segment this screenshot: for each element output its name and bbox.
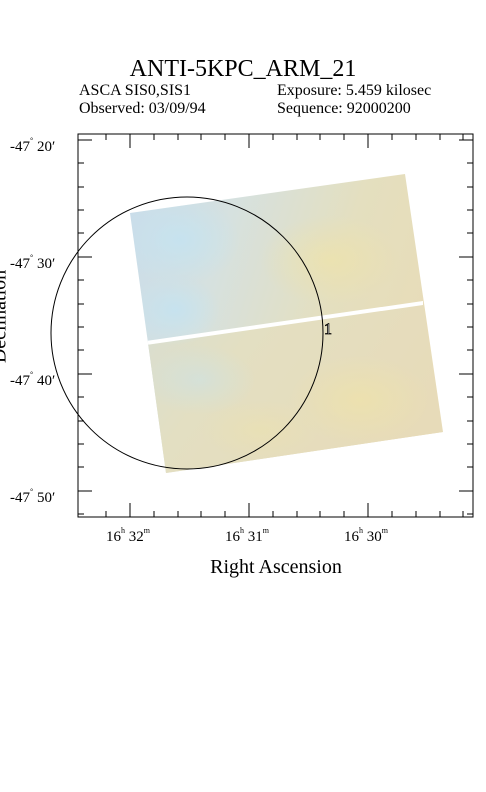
- x-axis-label: Right Ascension: [210, 556, 342, 578]
- y-tick-label: -47° 50′: [10, 487, 56, 506]
- exposure-label: Exposure: 5.459 kilosec: [277, 82, 432, 99]
- page-title: ANTI-5KPC_ARM_21: [129, 56, 357, 82]
- y-tick-label: -47° 20′: [10, 136, 56, 155]
- source-label: 1: [324, 321, 332, 338]
- x-tick-label: 16h 31m: [225, 526, 269, 545]
- x-tick-label: 16h 32m: [106, 526, 150, 545]
- y-tick-label: -47° 30′: [10, 253, 56, 272]
- x-tick-label: 16h 30m: [344, 526, 388, 545]
- xray-image: [130, 174, 443, 473]
- sequence-label: Sequence: 92000200: [277, 100, 411, 117]
- y-ticks: [78, 139, 473, 515]
- source-region-circle: [50, 196, 324, 470]
- y-tick-label: -47° 40′: [10, 370, 56, 389]
- plot-frame: [77, 133, 474, 518]
- y-axis-label: Declination: [0, 269, 11, 364]
- instrument-label: ASCA SIS0,SIS1: [79, 82, 192, 99]
- observed-date: Observed: 03/09/94: [79, 100, 206, 117]
- x-ticks: [105, 134, 464, 517]
